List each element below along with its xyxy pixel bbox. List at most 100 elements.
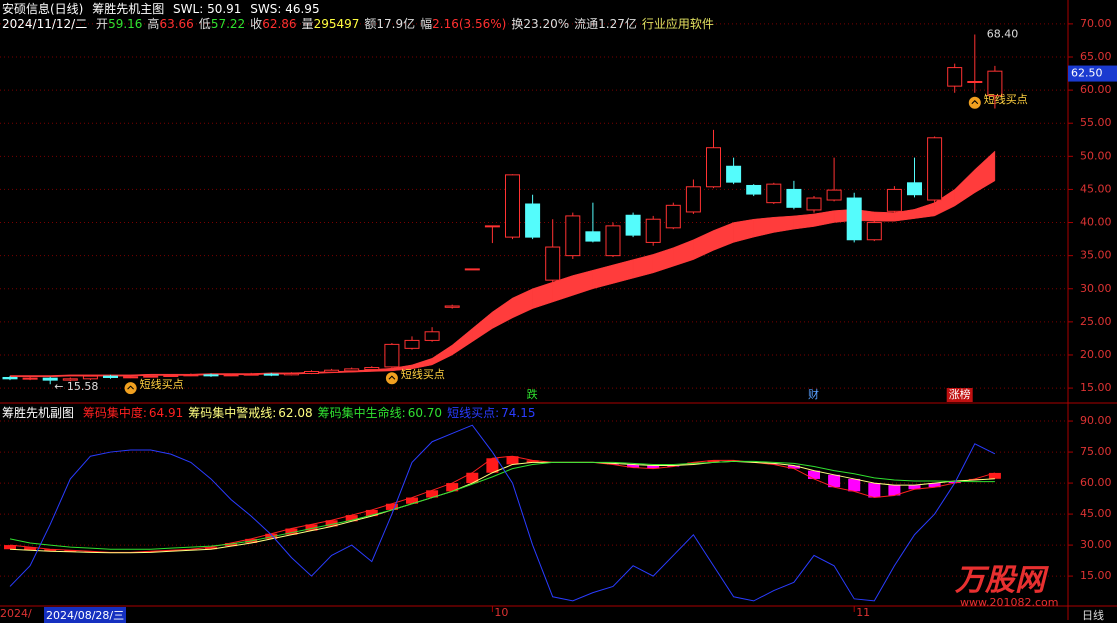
- candle-body: [626, 215, 640, 235]
- candle-body: [445, 306, 459, 307]
- signal-label: 短线买点: [140, 377, 184, 391]
- quote-value: 2.16(3.56%): [432, 17, 506, 31]
- band: [754, 217, 774, 237]
- cursor-date: 2024/08/28/三: [44, 607, 126, 623]
- x-tick-label: 11: [856, 606, 870, 619]
- event-label: 财: [808, 387, 819, 401]
- max-label: 68.40: [987, 27, 1019, 40]
- date: 2024/11/12/二: [2, 17, 87, 31]
- sub-title[interactable]: 筹胜先机副图: [2, 406, 74, 420]
- quote-label: 开: [96, 17, 108, 31]
- band: [734, 219, 754, 242]
- band: [573, 270, 593, 295]
- band: [673, 240, 693, 266]
- candle-body: [104, 376, 118, 377]
- candle-body: [867, 223, 881, 240]
- band: [593, 265, 613, 289]
- candle-body: [224, 375, 238, 376]
- y-tick-label: 65.00: [1080, 50, 1112, 63]
- band: [492, 298, 512, 328]
- candle-body: [566, 216, 580, 256]
- candle-body: [666, 205, 680, 228]
- logo-name: 万股网: [955, 555, 1045, 599]
- quote-label: 流通: [574, 17, 598, 31]
- candle-body: [385, 344, 399, 367]
- swl: SWL: 50.91: [173, 2, 241, 16]
- y-tick-label: 45.00: [1080, 507, 1112, 520]
- quote-value: 57.22: [211, 17, 245, 31]
- band: [513, 289, 533, 318]
- price-tag-label: 62.50: [1071, 67, 1103, 80]
- series-line: [10, 461, 995, 552]
- quote-value: 295497: [314, 17, 360, 31]
- candle-body: [968, 82, 982, 83]
- candle-body: [3, 377, 17, 378]
- candle-body: [365, 368, 379, 370]
- band: [10, 376, 30, 377]
- candle-body: [606, 226, 620, 256]
- candle-body: [807, 198, 821, 210]
- band: [472, 312, 492, 342]
- candle-body: [506, 175, 520, 237]
- y-tick-label: 60.00: [1080, 83, 1112, 96]
- y-tick-label: 20.00: [1080, 348, 1112, 361]
- signal-label: 短线买点: [984, 92, 1028, 106]
- quote-label: 换: [511, 17, 523, 31]
- series-line: [10, 461, 995, 549]
- candle-body: [244, 374, 258, 375]
- candle-body: [23, 378, 37, 379]
- legend-value: 74.15: [501, 406, 535, 420]
- chip-bar: [466, 473, 478, 483]
- band: [693, 230, 713, 259]
- candle-body: [908, 183, 922, 195]
- legend-value: 64.91: [149, 406, 183, 420]
- candle-body: [345, 369, 359, 371]
- band: [452, 328, 472, 354]
- band: [714, 223, 734, 251]
- candle-body: [425, 332, 439, 341]
- quote-label: 高: [147, 17, 159, 31]
- y-tick-label: 70.00: [1080, 17, 1112, 30]
- logo-url: www.201082.com: [960, 596, 1058, 609]
- candle-body: [948, 68, 962, 87]
- band: [432, 345, 452, 365]
- candle-body: [264, 374, 278, 375]
- stock-name: 安硕信息(日线): [2, 2, 83, 16]
- quote-value: 62.86: [262, 17, 296, 31]
- legend-value: 62.08: [278, 406, 312, 420]
- indicator-name[interactable]: 筹胜先机主图: [92, 2, 164, 16]
- period[interactable]: 日线: [1082, 607, 1104, 623]
- candle-body: [727, 166, 741, 182]
- quote-label: 额: [364, 17, 376, 31]
- candle-body: [526, 204, 540, 237]
- quote-value: 23.20%: [523, 17, 569, 31]
- legend-name: 筹码集中警戒线:: [188, 406, 276, 420]
- candle-body: [405, 340, 419, 348]
- candle-body: [325, 370, 339, 372]
- legend-value: 60.70: [408, 406, 442, 420]
- candle-body: [184, 375, 198, 376]
- band: [915, 203, 935, 219]
- sws: SWS: 46.95: [250, 2, 319, 16]
- candle-body: [546, 247, 560, 280]
- x-tick-label: 10: [494, 606, 508, 619]
- industry: 行业应用软件: [642, 17, 714, 31]
- candle-body: [928, 138, 942, 200]
- candle-body: [124, 377, 138, 378]
- candle-body: [646, 219, 660, 242]
- band: [874, 212, 894, 221]
- band: [533, 282, 553, 308]
- quote-label: 量: [302, 17, 314, 31]
- band: [653, 248, 673, 273]
- candle-body: [707, 148, 721, 187]
- legend-name: 筹码集中生命线:: [318, 406, 406, 420]
- candle-body: [164, 376, 178, 377]
- quote-label: 幅: [420, 17, 432, 31]
- candle-body: [204, 375, 218, 376]
- event-label: 跌: [527, 387, 538, 401]
- candle-body: [465, 269, 479, 270]
- signal-icon: [125, 382, 137, 394]
